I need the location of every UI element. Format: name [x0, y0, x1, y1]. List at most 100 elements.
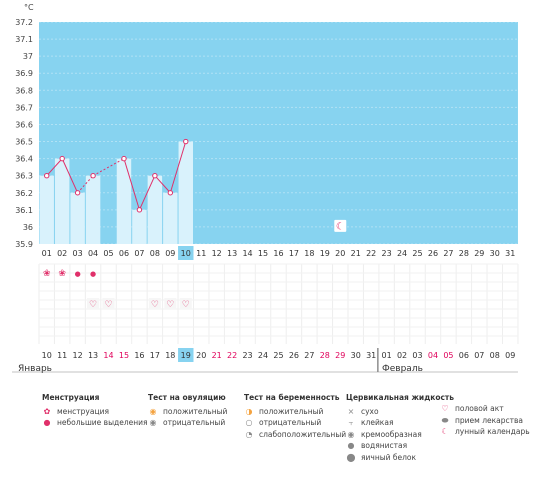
- heart-icon: ♡: [182, 300, 190, 310]
- y-tick-label: 36.2: [15, 189, 33, 198]
- y-tick-label: 37.1: [15, 35, 33, 44]
- temperature-point: [167, 190, 174, 196]
- cycle-day-label: 30: [490, 249, 500, 258]
- month-label-january: Январь: [18, 364, 52, 374]
- temperature-line-segment: [61, 158, 79, 193]
- calendar-date-label: 05: [443, 351, 453, 360]
- calendar-date-label: 14: [103, 351, 113, 360]
- calendar-date-label: 17: [150, 351, 160, 360]
- cycle-day-label: 03: [73, 249, 83, 258]
- cycle-day-label: 12: [212, 249, 222, 258]
- cycle-day-label: 01: [42, 249, 52, 258]
- temperature-point: [74, 190, 81, 196]
- calendar-date-label: 02: [397, 351, 407, 360]
- calendar-date-label: 23: [242, 351, 252, 360]
- menstruation-drops-icon: ✿: [43, 406, 51, 416]
- legend-item: небольшие выделения: [57, 418, 148, 427]
- temperature-chart: °C 37.2 37.1 37 36.9 36.8 36.7 36.6 36.5 36.4 36.…: [12, 3, 519, 373]
- cycle-day-label: 10: [181, 249, 191, 258]
- calendar-date-label: 12: [73, 351, 83, 360]
- spotting-drop-icon: ●: [90, 270, 96, 278]
- cycle-day-label: 05: [103, 249, 113, 258]
- watery-icon: ●: [347, 441, 355, 450]
- legend-item: половой акт: [455, 404, 504, 413]
- plot-area: [39, 22, 518, 244]
- calendar-date-label: 07: [474, 351, 484, 360]
- drop-icon: ●: [43, 418, 51, 427]
- temperature-bar: [178, 141, 193, 244]
- calendar-date-label: 28: [320, 351, 330, 360]
- cycle-day-label: 24: [397, 249, 407, 258]
- moon-marker-bg: [334, 219, 347, 232]
- temperature-point: [136, 207, 143, 213]
- heart-icon: ♡: [104, 300, 112, 310]
- temperature-point: [59, 155, 65, 162]
- weak-positive-test-icon: ◔: [245, 429, 253, 439]
- y-tick-label: 35.9: [15, 240, 33, 249]
- heart-cell-bg: [87, 298, 100, 309]
- legend-ovulation: Тест на овуляцию ◉ положительный ◉ отрицат…: [148, 392, 227, 429]
- calendar-date-label: 24: [258, 351, 268, 360]
- legend-item: яичный белок: [361, 452, 417, 462]
- heart-cell-bg: [179, 298, 192, 309]
- negative-test-icon: ○: [245, 418, 253, 427]
- y-axis-unit: °C: [24, 3, 34, 12]
- temperature-bar: [85, 175, 101, 244]
- calendar-date-label: 11: [57, 351, 67, 360]
- y-tick-label: 37: [23, 52, 33, 61]
- temperature-point: [90, 172, 96, 179]
- heart-icon: ♡: [89, 300, 97, 310]
- moon-icon: ☾: [336, 221, 345, 232]
- heart-cell-bg: [164, 298, 177, 309]
- dry-icon: ×: [347, 406, 355, 416]
- temperature-bar: [116, 158, 132, 244]
- negative-test-icon: ◉: [149, 418, 157, 427]
- spotting-drop-icon: ●: [75, 270, 81, 278]
- temperature-point: [44, 172, 50, 179]
- calendar-date-label: 30: [351, 351, 361, 360]
- legend-item: положительный: [163, 406, 228, 416]
- calendar-date-label: 31: [366, 351, 376, 360]
- egg-white-icon: ⬤: [346, 452, 356, 462]
- temperature-line-segment: [123, 158, 140, 210]
- cycle-day-label: 29: [474, 249, 484, 258]
- calendar-date-label: 18: [165, 351, 175, 360]
- cycle-day-label: 26: [428, 249, 438, 258]
- creamy-icon: ◉: [347, 429, 355, 439]
- cycle-day-label: 06: [119, 249, 129, 258]
- calendar-date-label: 26: [289, 351, 299, 360]
- temperature-bar: [54, 158, 70, 244]
- y-tick-label: 37.2: [15, 18, 33, 27]
- y-tick-label: 36.7: [15, 103, 33, 112]
- calendar-date-label: 15: [119, 351, 129, 360]
- y-tick-label: 36.5: [15, 138, 33, 147]
- cycle-day-highlight: [178, 246, 194, 260]
- calendar-date-label: 10: [42, 351, 52, 360]
- cycle-day-label: 09: [165, 249, 175, 258]
- legend-item: отрицательный: [163, 418, 226, 427]
- legend-item: слабоположительный: [259, 429, 347, 439]
- temperature-point: [183, 138, 189, 145]
- heart-cell-bg: [102, 298, 115, 309]
- legend-item: положительный: [259, 406, 324, 416]
- cycle-day-label: 16: [273, 249, 283, 258]
- y-tick-label: 36.8: [15, 86, 33, 95]
- legend-item: водянистая: [361, 441, 408, 450]
- cycle-day-label: 19: [320, 249, 330, 258]
- heart-cell-bg: [148, 298, 161, 309]
- legend-other: ♡ половой акт ⬬ прием лекарства ☾ лунный ка…: [440, 403, 530, 438]
- legend-cervical-fluid: Цервикальная жидкость × сухо ⫟ клейкая ◉ кр…: [346, 392, 454, 463]
- positive-test-icon: ◑: [245, 406, 253, 416]
- y-tick-label: 36.6: [15, 120, 33, 129]
- calendar-date-highlight: [178, 348, 194, 362]
- heart-icon: ♡: [441, 404, 449, 413]
- sticky-icon: ⫟: [348, 418, 354, 427]
- legend-item: лунный календарь: [455, 427, 530, 436]
- legend-cervical-title: Цервикальная жидкость: [346, 393, 455, 402]
- legend-item: кремообразная: [361, 429, 422, 439]
- calendar-date-label: 09: [505, 351, 515, 360]
- cycle-day-label: 04: [88, 249, 98, 258]
- menstruation-icon: ❀: [58, 269, 66, 279]
- legend-item: отрицательный: [259, 418, 322, 427]
- calendar-date-label: 20: [196, 351, 206, 360]
